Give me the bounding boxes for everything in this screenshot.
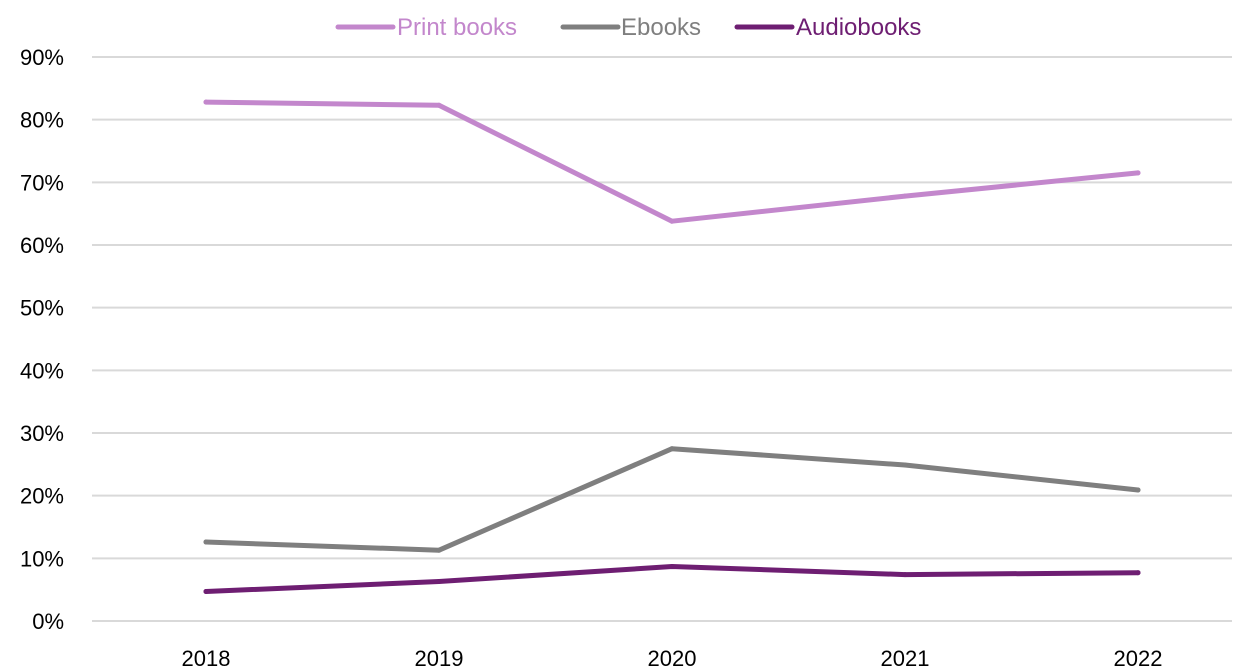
data-point-ebooks-2021 <box>903 463 908 468</box>
data-point-print-books-2020 <box>670 219 675 224</box>
data-point-audiobooks-2019 <box>437 579 442 584</box>
data-point-audiobooks-2021 <box>903 572 908 577</box>
x-tick-label-2019: 2019 <box>415 646 464 670</box>
data-point-print-books-2019 <box>437 103 442 108</box>
y-tick-label-50pct: 50% <box>20 296 64 321</box>
data-point-ebooks-2020 <box>670 446 675 451</box>
legend-label-ebooks: Ebooks <box>621 14 701 41</box>
y-tick-label-40pct: 40% <box>20 358 64 383</box>
data-point-print-books-2021 <box>903 194 908 199</box>
y-tick-label-60pct: 60% <box>20 233 64 258</box>
x-tick-label-2020: 2020 <box>648 646 697 670</box>
data-point-ebooks-2022 <box>1136 488 1141 493</box>
data-point-audiobooks-2020 <box>670 564 675 569</box>
series-lines <box>204 100 1141 594</box>
y-tick-label-70pct: 70% <box>20 170 64 195</box>
data-point-audiobooks-2022 <box>1136 570 1141 575</box>
legend-item-ebooks: Ebooks <box>563 14 701 41</box>
legend-item-print-books: Print books <box>338 14 517 41</box>
y-tick-label-10pct: 10% <box>20 546 64 571</box>
x-tick-label-2018: 2018 <box>182 646 231 670</box>
legend-item-audiobooks: Audiobooks <box>737 14 921 41</box>
data-point-print-books-2022 <box>1136 170 1141 175</box>
legend-label-print-books: Print books <box>397 14 517 41</box>
y-tick-label-30pct: 30% <box>20 421 64 446</box>
x-tick-label-2021: 2021 <box>881 646 930 670</box>
data-point-ebooks-2019 <box>437 548 442 553</box>
x-axis-tick-labels: 2018 2019 2020 2021 2022 <box>182 646 1163 670</box>
series-line-audiobooks <box>206 567 1138 592</box>
y-tick-label-20pct: 20% <box>20 484 64 509</box>
data-point-audiobooks-2018 <box>204 589 209 594</box>
y-tick-label-0pct: 0% <box>32 609 64 634</box>
y-axis-tick-labels: 0% 10% 20% 30% 40% 50% 60% 70% 80% 90% <box>20 45 64 634</box>
gridlines <box>92 57 1232 621</box>
y-tick-label-90pct: 90% <box>20 45 64 70</box>
legend-label-audiobooks: Audiobooks <box>796 14 921 41</box>
y-tick-label-80pct: 80% <box>20 108 64 133</box>
legend: Print books Ebooks Audiobooks <box>338 14 921 41</box>
data-point-ebooks-2018 <box>204 540 209 545</box>
x-tick-label-2022: 2022 <box>1114 646 1163 670</box>
series-line-ebooks <box>206 449 1138 551</box>
data-point-print-books-2018 <box>204 100 209 105</box>
